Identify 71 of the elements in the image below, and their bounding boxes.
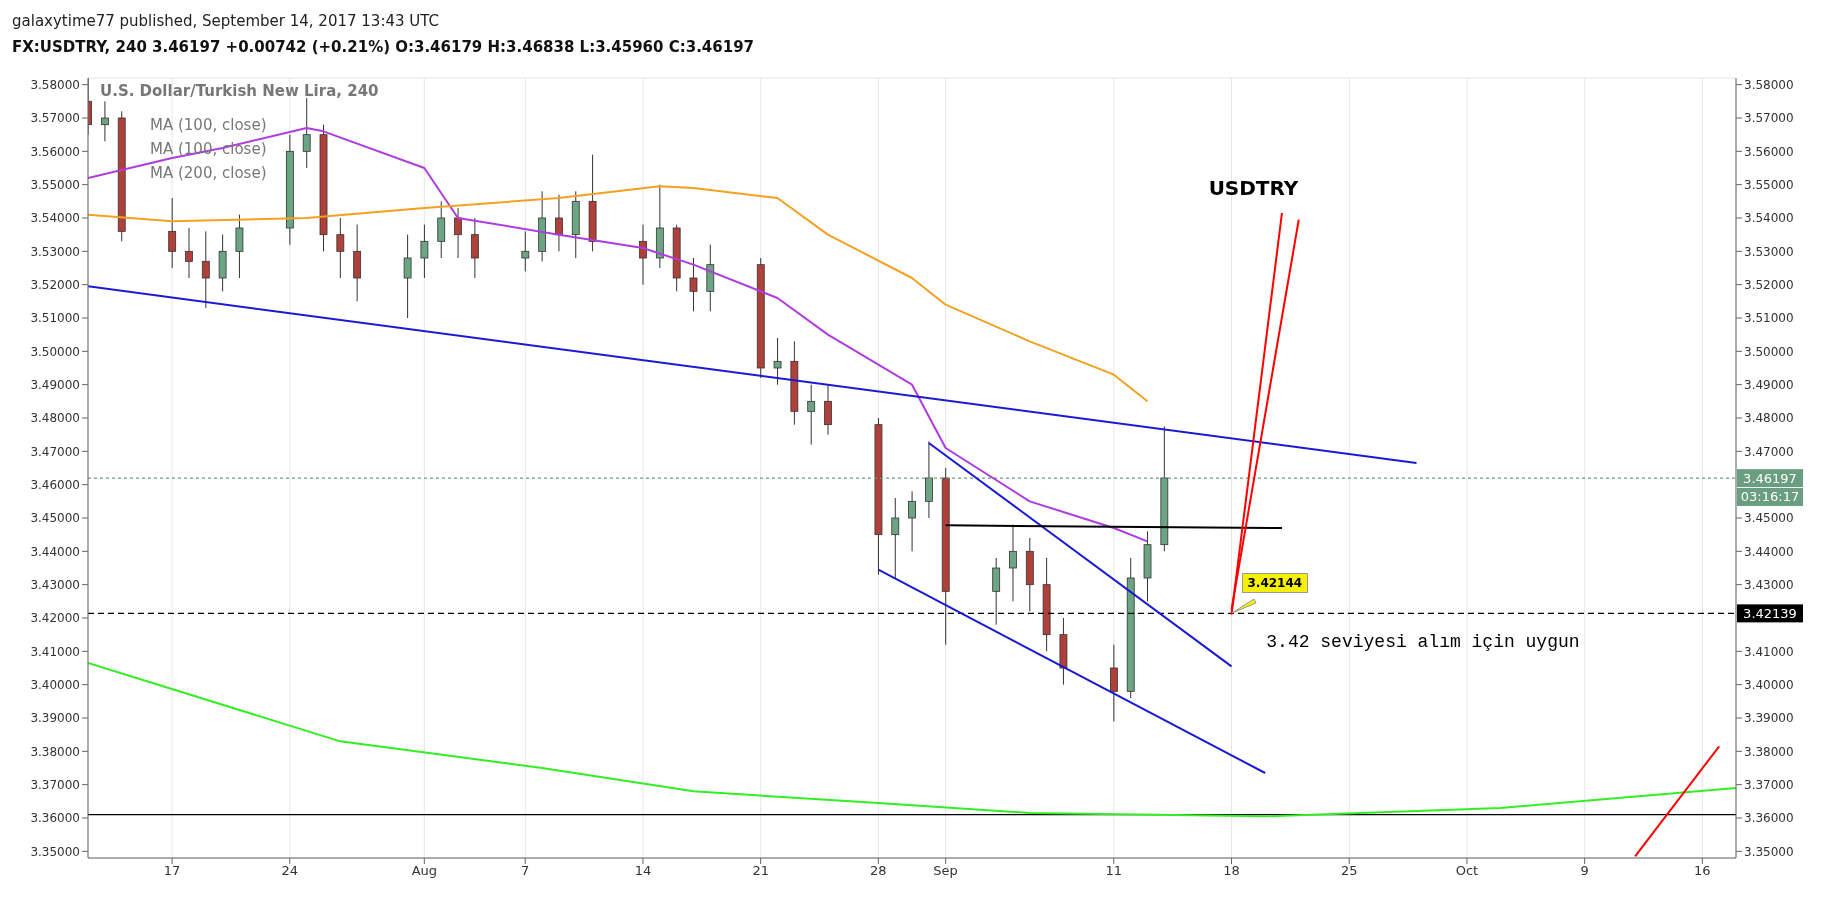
y-tick-label: 3.49000: [30, 377, 80, 392]
chart-subtitle: FX:USDTRY, 240 3.46197 +0.00742 (+0.21%) O:3.46179 H:3.46838 L:3.45960 C:3.46197: [12, 37, 756, 58]
y-tick-label: 3.46000: [30, 477, 80, 492]
y2-tick-label: 3.40000: [1744, 677, 1794, 692]
x-tick-label: 21: [752, 863, 769, 879]
x-tick-label: 28: [870, 863, 887, 879]
annotation: MA (200, close): [150, 164, 267, 182]
x-tick-label: 25: [1340, 863, 1358, 879]
y-tick-label: 3.51000: [30, 311, 80, 326]
y2-tick-label: 3.48000: [1744, 411, 1794, 426]
y2-tick-label: 3.47000: [1744, 444, 1794, 459]
y-tick-label: 3.57000: [30, 111, 80, 126]
y-tick-label: 3.43000: [30, 577, 80, 592]
y2-tick-label: 3.53000: [1744, 244, 1794, 259]
y2-tick-label: 3.37000: [1744, 777, 1794, 792]
y-tick-label: 3.35000: [30, 844, 80, 859]
y-tick-label: 3.38000: [30, 744, 80, 759]
y-tick-label: 3.39000: [30, 711, 80, 726]
text: 03:16:17: [1737, 488, 1803, 507]
y-tick-label: 3.37000: [30, 777, 80, 792]
y-tick-label: 3.36000: [30, 811, 80, 826]
y-tick-label: 3.53000: [30, 244, 80, 259]
ref-line-label: 3.42139: [1743, 606, 1797, 622]
y-tick-label: 3.45000: [30, 511, 80, 526]
y2-tick-label: 3.49000: [1744, 377, 1794, 392]
y2-tick-label: 3.56000: [1744, 144, 1794, 159]
x-tick-label: Oct: [1455, 863, 1479, 879]
annotation: 3.42 seviyesi alım için uygun: [1266, 631, 1580, 652]
annotation: 3.42144: [1241, 573, 1309, 594]
y2-tick-label: 3.58000: [1744, 77, 1794, 92]
x-tick-label: 16: [1694, 863, 1711, 879]
y-tick-label: 3.52000: [30, 277, 80, 292]
y-tick-label: 3.58000: [30, 77, 80, 92]
y2-tick-label: 3.45000: [1744, 511, 1794, 526]
ref-line-label: 3.46197: [1743, 471, 1797, 487]
y-tick-label: 3.40000: [30, 677, 80, 692]
y2-tick-label: 3.57000: [1744, 111, 1794, 126]
y2-tick-label: 3.44000: [1744, 544, 1794, 559]
y-tick-label: 3.48000: [30, 411, 80, 426]
y-tick-label: 3.54000: [30, 211, 80, 226]
x-tick-label: 9: [1580, 863, 1589, 879]
annotation: MA (100, close): [150, 116, 267, 134]
text: galaxytime77 published, September 14, 2017 13:43 UTC: [12, 11, 441, 32]
y-tick-label: 3.50000: [30, 344, 80, 359]
x-tick-label: 14: [634, 863, 652, 879]
x-tick-label: 11: [1105, 863, 1123, 879]
y2-tick-label: 3.52000: [1744, 277, 1794, 292]
y-tick-label: 3.41000: [30, 644, 80, 659]
y2-tick-label: 3.50000: [1744, 344, 1794, 359]
y2-tick-label: 3.51000: [1744, 311, 1794, 326]
x-tick-label: Aug: [411, 863, 438, 879]
y2-tick-label: 3.35000: [1744, 844, 1794, 859]
y-tick-label: 3.44000: [30, 544, 80, 559]
y2-tick-label: 3.41000: [1744, 644, 1794, 659]
x-tick-label: Sep: [933, 863, 958, 879]
chart-title: U.S. Dollar/Turkish New Lira, 240: [100, 82, 379, 100]
y2-tick-label: 3.43000: [1744, 577, 1794, 592]
y-tick-label: 3.42000: [30, 611, 80, 626]
y2-tick-label: 3.38000: [1744, 744, 1794, 759]
y2-tick-label: 3.55000: [1744, 177, 1794, 192]
y-tick-label: 3.56000: [30, 144, 80, 159]
x-tick-label: 17: [163, 863, 181, 879]
x-tick-label: 7: [521, 863, 530, 879]
y2-tick-label: 3.36000: [1744, 811, 1794, 826]
y2-tick-label: 3.54000: [1744, 211, 1794, 226]
y-tick-label: 3.47000: [30, 444, 80, 459]
y2-tick-label: 3.39000: [1744, 711, 1794, 726]
x-tick-label: 18: [1223, 863, 1240, 879]
y-tick-label: 3.55000: [30, 177, 80, 192]
x-tick-label: 24: [281, 863, 299, 879]
annotation: USDTRY: [1208, 175, 1299, 200]
